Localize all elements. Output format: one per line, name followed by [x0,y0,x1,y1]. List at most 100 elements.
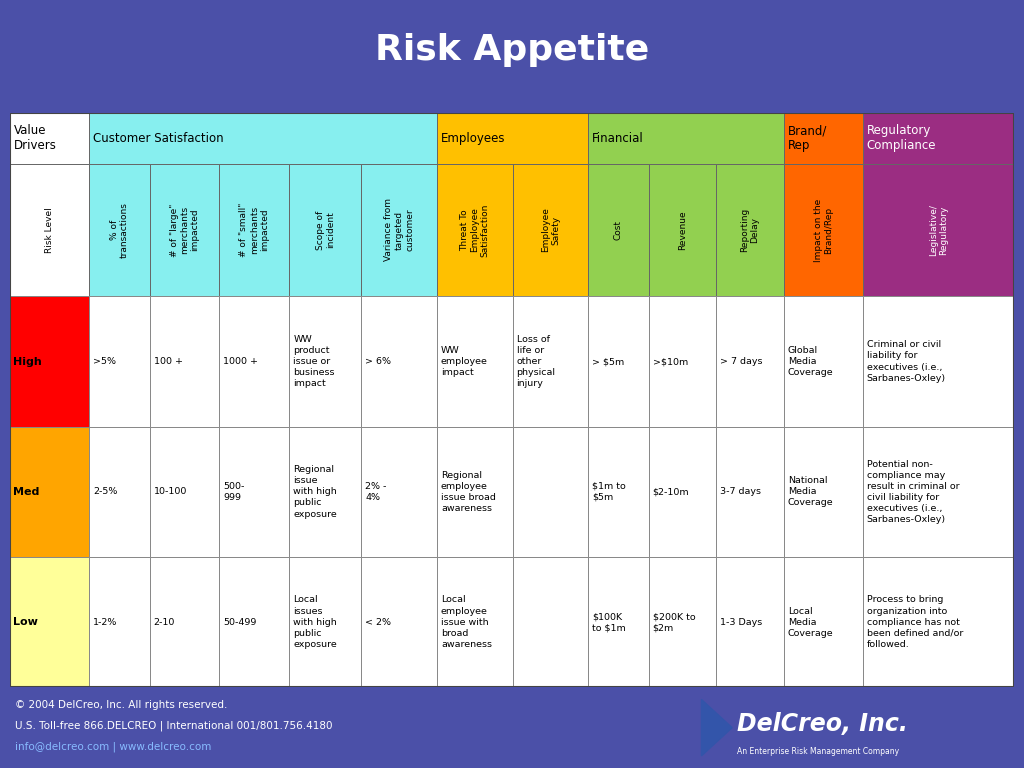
Bar [89,113,437,164]
Text: Customer Satisfaction: Customer Satisfaction [93,132,223,144]
Bar [513,296,588,427]
Bar [150,164,219,296]
Bar [716,296,783,427]
Text: Value
Drivers: Value Drivers [14,124,57,152]
Bar [588,296,648,427]
Text: Reporting
Delay: Reporting Delay [740,208,760,252]
Text: DelCreo, Inc.: DelCreo, Inc. [737,712,908,736]
Bar [219,427,289,557]
Text: 50-499: 50-499 [223,617,257,627]
Text: Variance from
targeted
customer: Variance from targeted customer [384,198,414,261]
Bar [588,164,648,296]
Bar [10,296,89,427]
Bar [783,427,863,557]
Text: WW
product
issue or
business
impact: WW product issue or business impact [293,335,335,388]
Text: High: High [13,356,42,366]
Bar [150,427,219,557]
Text: Financial: Financial [592,132,644,144]
Bar [716,427,783,557]
Text: U.S. Toll-free 866.DELCREO | International 001/801.756.4180: U.S. Toll-free 866.DELCREO | Internation… [15,721,333,731]
Bar [89,557,150,687]
Text: Impact on the
Brand/Rep: Impact on the Brand/Rep [813,198,833,262]
Text: Potential non-
compliance may
result in criminal or
civil liability for
executiv: Potential non- compliance may result in … [866,459,959,524]
Text: National
Media
Coverage: National Media Coverage [787,476,834,508]
Text: Criminal or civil
liability for
executives (i.e.,
Sarbanes-Oxley): Criminal or civil liability for executiv… [866,340,946,382]
Bar [783,296,863,427]
Text: >5%: >5% [93,357,116,366]
Text: Risk Level: Risk Level [45,207,54,253]
Bar [219,296,289,427]
Text: 500-
999: 500- 999 [223,482,245,502]
Text: 1-3 Days: 1-3 Days [720,617,763,627]
Text: % of
transactions: % of transactions [110,202,129,258]
Text: # of "large"
merchants
impacted: # of "large" merchants impacted [170,204,200,257]
Bar [863,296,1014,427]
Text: An Enterprise Risk Management Company: An Enterprise Risk Management Company [737,747,899,756]
Bar [361,557,437,687]
Text: Local
issues
with high
public
exposure: Local issues with high public exposure [293,595,337,649]
Bar [863,557,1014,687]
Text: Process to bring
organization into
compliance has not
been defined and/or
follow: Process to bring organization into compl… [866,595,964,649]
Text: 2-10: 2-10 [154,617,175,627]
Bar [513,427,588,557]
Text: Risk Appetite: Risk Appetite [375,33,649,67]
Text: > 7 days: > 7 days [720,357,763,366]
Text: 2-5%: 2-5% [93,488,118,496]
Bar [648,557,716,687]
Bar [89,296,150,427]
Text: 10-100: 10-100 [154,488,187,496]
Bar [437,296,513,427]
Bar [289,164,361,296]
Text: $1m to
$5m: $1m to $5m [592,482,626,502]
Bar [863,113,1014,164]
Bar [289,557,361,687]
Bar [588,557,648,687]
Text: WW
employee
impact: WW employee impact [441,346,487,377]
Polygon shape [701,700,732,756]
Bar [437,113,588,164]
Text: Loss of
life or
other
physical
injury: Loss of life or other physical injury [516,335,556,388]
Bar [783,164,863,296]
Text: Brand/
Rep: Brand/ Rep [787,124,827,152]
Bar [10,164,89,296]
Text: Threat To
Employee
Satisfaction: Threat To Employee Satisfaction [460,204,489,257]
Bar [513,557,588,687]
Text: 3-7 days: 3-7 days [720,488,761,496]
Text: Legislative/
Regulatory: Legislative/ Regulatory [929,204,948,256]
Text: $100K
to $1m: $100K to $1m [592,612,626,632]
Text: > $5m: > $5m [592,357,625,366]
Text: info@delcreo.com | www.delcreo.com: info@delcreo.com | www.delcreo.com [15,742,212,753]
Text: < 2%: < 2% [366,617,391,627]
Bar [10,113,89,164]
Bar [783,113,863,164]
Text: # of "small"
merchants
impacted: # of "small" merchants impacted [240,203,269,257]
Bar [863,427,1014,557]
Bar [219,557,289,687]
Bar [361,427,437,557]
Text: Regulatory
Compliance: Regulatory Compliance [866,124,936,152]
Bar [588,113,783,164]
Bar [648,164,716,296]
Text: © 2004 DelCreo, Inc. All rights reserved.: © 2004 DelCreo, Inc. All rights reserved… [15,700,227,710]
Text: >$10m: >$10m [652,357,688,366]
Text: Low: Low [13,617,38,627]
Bar [588,427,648,557]
Bar [648,427,716,557]
Bar [89,164,150,296]
Text: $200K to
$2m: $200K to $2m [652,612,695,632]
Bar [513,164,588,296]
Text: 1000 +: 1000 + [223,357,258,366]
Text: Regional
issue
with high
public
exposure: Regional issue with high public exposure [293,465,337,518]
Bar [361,296,437,427]
Bar [648,296,716,427]
Text: 1-2%: 1-2% [93,617,118,627]
Text: 100 +: 100 + [154,357,182,366]
Bar [437,164,513,296]
Text: Regional
employee
issue broad
awareness: Regional employee issue broad awareness [441,471,496,513]
Bar [716,164,783,296]
Text: Local
employee
issue with
broad
awareness: Local employee issue with broad awarenes… [441,595,492,649]
Text: Scope of
incident: Scope of incident [315,210,335,250]
Bar [783,557,863,687]
Text: Local
Media
Coverage: Local Media Coverage [787,607,834,637]
Bar [716,557,783,687]
